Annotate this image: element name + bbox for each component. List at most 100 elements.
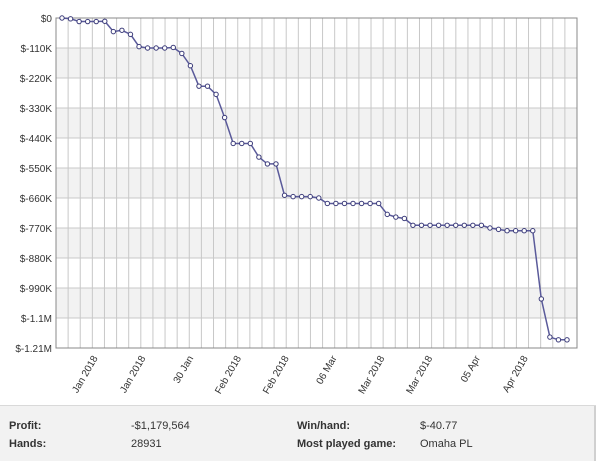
y-tick-label: $0 (41, 14, 53, 25)
data-point (341, 200, 348, 207)
data-point (410, 222, 416, 228)
x-tick-group: 05 Apr (459, 353, 483, 384)
data-point (316, 195, 322, 201)
data-point (127, 31, 134, 38)
data-point (530, 228, 536, 234)
data-point (307, 193, 313, 200)
game-label: Most played game: (297, 438, 397, 450)
chart-svg: $0 $-110K $-220K $-330K $-440K $-550K $-660K $-… (15, 14, 578, 396)
data-point (384, 211, 390, 218)
x-tick-label: 05 Apr (459, 353, 483, 384)
x-tick-label: Mar 2018 (357, 354, 388, 396)
x-tick-label: 06 Mar (315, 353, 340, 386)
x-tick-group: Jan 2018 (118, 354, 148, 396)
data-point (264, 161, 271, 167)
data-point (84, 18, 91, 25)
x-tick-label: Feb 2018 (261, 354, 292, 396)
x-tick-group: Feb 2018 (213, 354, 244, 396)
x-tick-label: Apr 2018 (501, 354, 531, 395)
divider (0, 405, 596, 406)
data-point (350, 200, 356, 207)
grid-band (56, 48, 577, 78)
stats-panel: Profit: -$1,179,564 Win/hand: $-40.77 Ha… (0, 406, 596, 461)
y-tick-label: $-1.21M (15, 344, 52, 355)
data-point (461, 222, 467, 228)
data-point (367, 200, 373, 207)
data-point (93, 18, 99, 25)
grid-band (56, 108, 577, 138)
data-point (102, 18, 108, 24)
y-tick-label: $-1.1M (21, 314, 52, 325)
data-point (521, 228, 527, 234)
x-tick-group: 30 Jan (172, 354, 197, 386)
data-point (453, 222, 459, 228)
y-tick-label: $-220K (20, 74, 53, 85)
data-point (110, 28, 117, 35)
data-point (170, 44, 176, 51)
y-tick-label: $-110K (20, 44, 52, 55)
y-tick-label: $-550K (20, 164, 53, 175)
profit-chart: $0 $-110K $-220K $-330K $-440K $-550K $-660K $-… (15, 14, 578, 396)
data-point (204, 83, 211, 89)
x-tick-group: 06 Mar (315, 353, 340, 386)
grid-band (56, 228, 577, 258)
data-point (239, 140, 245, 147)
data-point (281, 192, 288, 198)
grid-band (56, 288, 577, 318)
data-point (555, 337, 562, 343)
y-tick-label: $-990K (20, 284, 53, 295)
data-point (119, 27, 125, 33)
profit-label: Profit: (9, 420, 42, 432)
game-value: Omaha PL (420, 438, 473, 450)
data-point (213, 91, 219, 98)
y-tick-label: $-440K (20, 134, 53, 145)
data-point (76, 18, 82, 25)
data-point (393, 214, 399, 220)
data-point (290, 193, 296, 200)
y-tick-label: $-660K (20, 194, 53, 205)
data-point (547, 334, 553, 340)
winhand-label: Win/hand: (297, 420, 351, 432)
y-tick-label: $-330K (20, 104, 53, 115)
data-point (538, 296, 545, 302)
y-tick-label: $-770K (20, 224, 53, 235)
data-point (59, 15, 65, 21)
x-tick-label: Feb 2018 (213, 354, 244, 396)
data-point (418, 222, 425, 228)
x-tick-group: Mar 2018 (357, 354, 388, 396)
y-tick-label: $-880K (20, 254, 53, 265)
data-point (375, 200, 382, 207)
data-point (564, 337, 570, 343)
data-point (162, 45, 168, 51)
data-point (427, 222, 433, 228)
data-point (136, 43, 142, 50)
data-point (495, 226, 502, 233)
x-tick-group: Jan 2018 (70, 354, 100, 396)
data-point (153, 45, 159, 51)
data-point (187, 63, 194, 69)
data-point (196, 83, 202, 89)
grid-band (56, 168, 577, 198)
data-point (504, 228, 510, 234)
data-point (273, 161, 279, 167)
x-tick-group: Feb 2018 (261, 354, 292, 396)
data-point (444, 222, 450, 228)
data-point (333, 200, 339, 207)
data-point (478, 222, 485, 228)
data-point (512, 228, 519, 234)
data-point (401, 215, 408, 222)
x-tick-label: 30 Jan (172, 354, 197, 386)
data-point (247, 140, 254, 147)
x-tick-label: Mar 2018 (405, 354, 436, 396)
plot-border (55, 17, 578, 349)
x-tick-label: Jan 2018 (70, 354, 100, 396)
data-point (179, 50, 185, 57)
profit-value: -$1,179,564 (131, 420, 190, 432)
data-point (435, 222, 442, 228)
data-point (358, 200, 365, 207)
x-tick-group: Apr 2018 (501, 354, 531, 395)
data-point (256, 154, 262, 160)
data-point (298, 193, 305, 200)
data-point (230, 140, 236, 147)
hands-label: Hands: (9, 438, 47, 450)
